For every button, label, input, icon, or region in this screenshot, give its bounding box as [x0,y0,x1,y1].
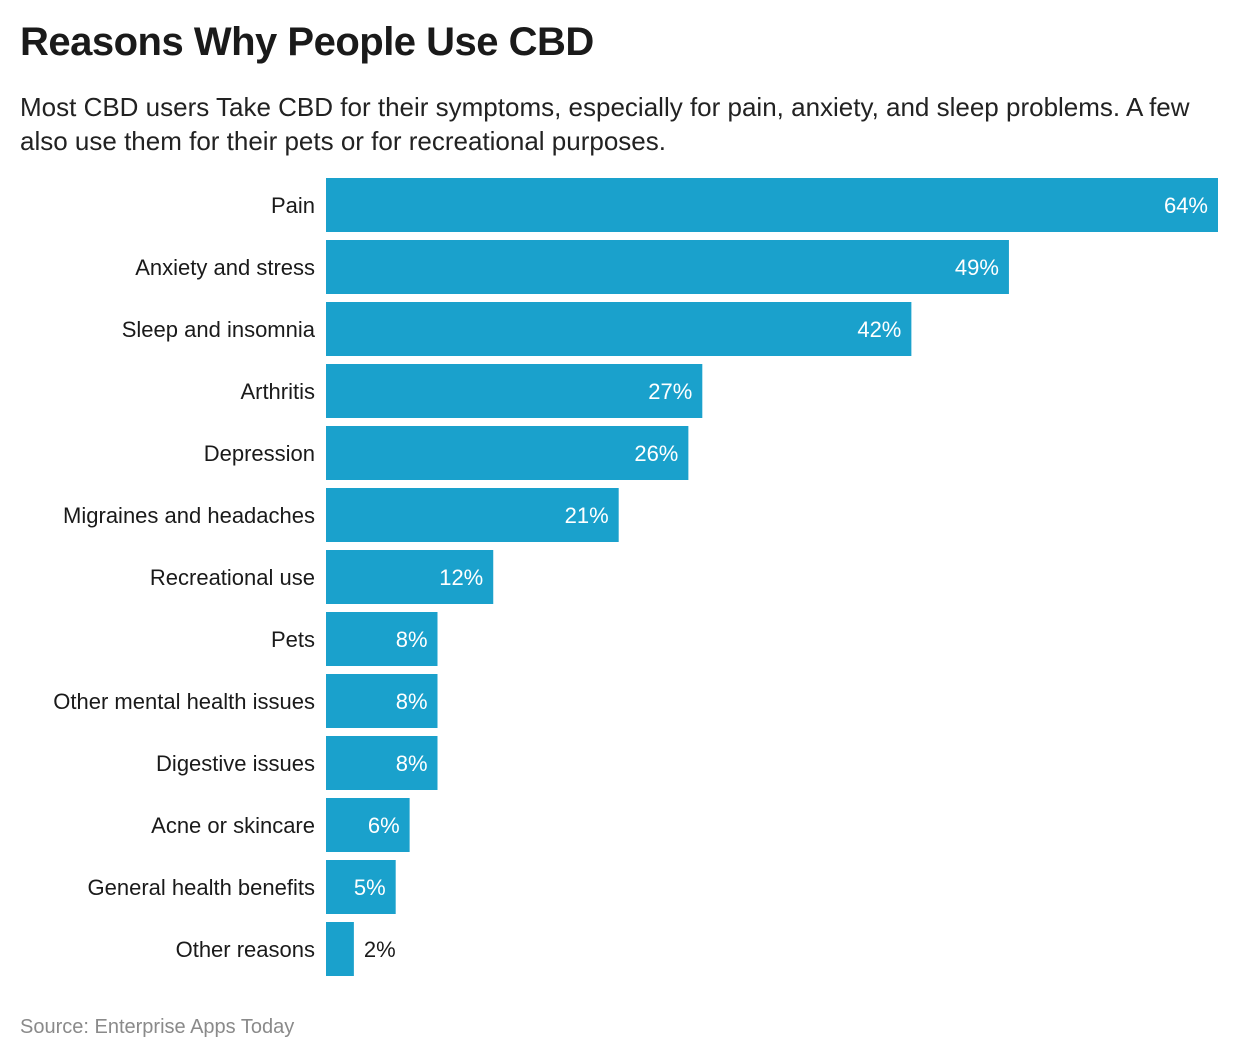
category-label: Recreational use [150,565,315,590]
data-label: 42% [857,317,901,342]
data-label: 64% [1164,193,1208,218]
data-label: 5% [354,875,386,900]
category-label: Anxiety and stress [135,255,315,280]
bar [326,488,619,542]
bar [326,240,1009,294]
category-label: Pets [271,627,315,652]
bar [326,860,396,914]
bar [326,736,438,790]
data-label: 6% [368,813,400,838]
data-label: 2% [364,937,396,962]
category-label: General health benefits [88,875,316,900]
bar [326,922,354,976]
data-label: 8% [396,751,428,776]
bar [326,302,912,356]
data-label: 8% [396,689,428,714]
category-label: Other reasons [176,937,315,962]
bar [326,178,1218,232]
source-note: Source: Enterprise Apps Today [20,1016,295,1038]
category-label: Arthritis [240,379,315,404]
chart-subtitle: Most CBD users Take CBD for their sympto… [20,92,1190,156]
data-label: 27% [648,379,692,404]
bar-chart: Pain 64% Anxiety and stress 49% Sleep and in… [53,178,1218,976]
bar [326,364,703,418]
data-label: 12% [439,565,483,590]
bar [326,674,438,728]
category-label: Depression [204,441,315,466]
category-label: Acne or skincare [151,813,315,838]
data-label: 8% [396,627,428,652]
category-label: Digestive issues [156,751,315,776]
category-label: Migraines and headaches [63,503,315,528]
category-label: Other mental health issues [53,689,315,714]
category-label: Sleep and insomnia [122,317,316,342]
data-label: 21% [565,503,609,528]
bar [326,612,438,666]
bar [326,426,689,480]
chart-title: Reasons Why People Use CBD [20,20,594,64]
data-label: 26% [634,441,678,466]
data-label: 49% [955,255,999,280]
category-label: Pain [271,193,315,218]
bar [326,798,410,852]
bar [326,550,494,604]
